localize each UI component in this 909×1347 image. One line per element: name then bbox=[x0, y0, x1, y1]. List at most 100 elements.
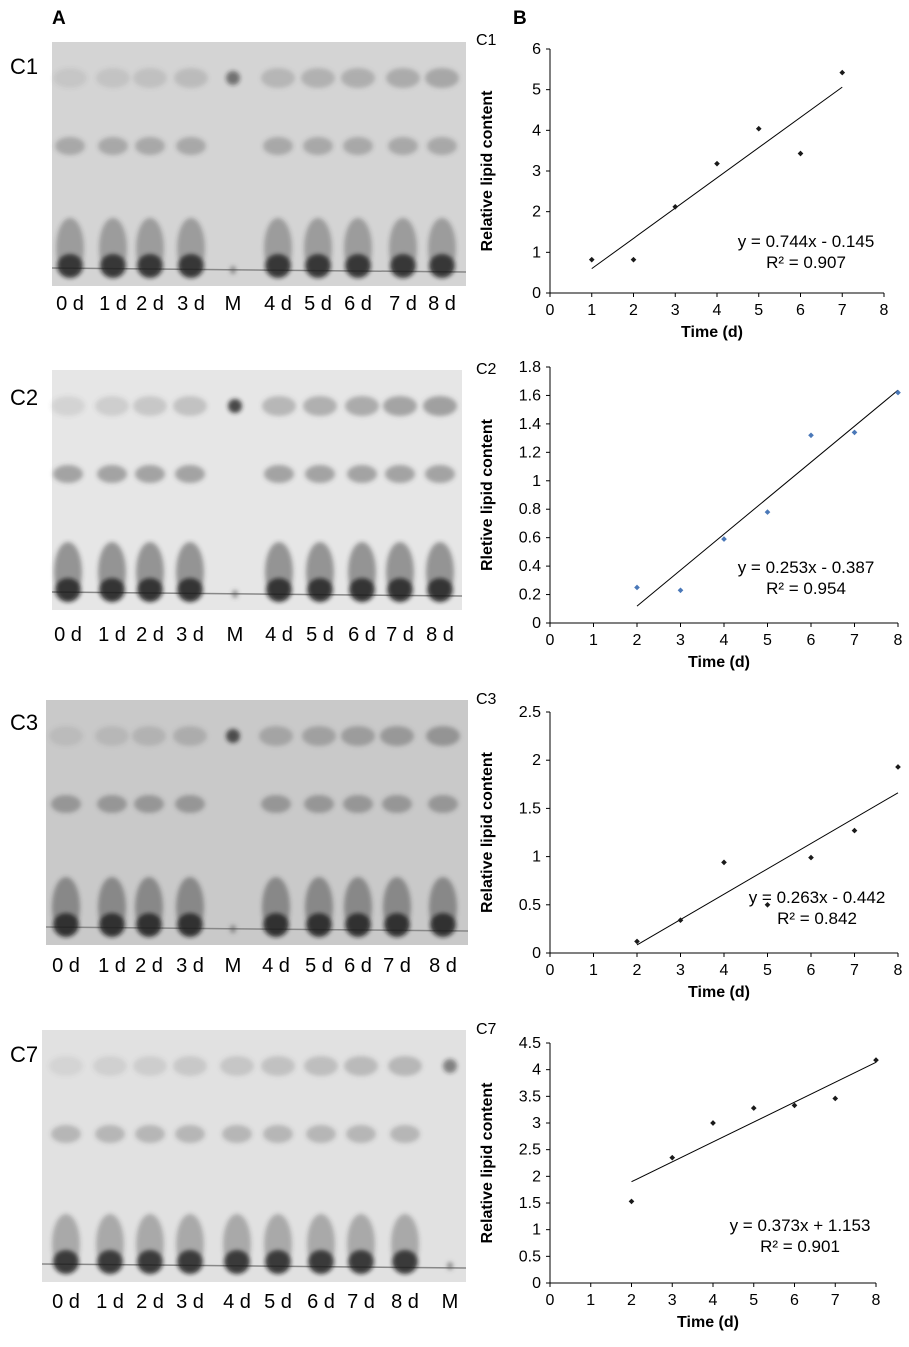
lane-label: 8 d bbox=[429, 955, 457, 977]
y-axis-title: Relative lipid content bbox=[479, 751, 496, 913]
lane-label: 0 d bbox=[52, 1291, 80, 1313]
y-tick-label: 0 bbox=[532, 945, 541, 962]
y-tick-label: 0.5 bbox=[519, 897, 541, 914]
x-tick-label: 2 bbox=[633, 632, 642, 649]
x-tick-label: 0 bbox=[546, 632, 555, 649]
x-tick-label: 5 bbox=[754, 302, 763, 319]
x-tick-label: 5 bbox=[763, 632, 772, 649]
x-tick-label: 1 bbox=[586, 1292, 595, 1309]
lane-label: 2 d bbox=[135, 955, 163, 977]
lane-label: 6 d bbox=[344, 955, 372, 977]
lane-label: 1 d bbox=[98, 624, 126, 646]
data-point bbox=[710, 1120, 716, 1126]
lane-label: 7 d bbox=[386, 624, 414, 646]
panel-a-label: A bbox=[52, 8, 66, 29]
x-tick-label: 3 bbox=[668, 1292, 677, 1309]
r-squared: R² = 0.954 bbox=[766, 579, 846, 598]
y-tick-label: 2 bbox=[532, 1168, 541, 1185]
y-tick-label: 0 bbox=[532, 615, 541, 632]
data-point bbox=[634, 938, 640, 945]
r-squared: R² = 0.907 bbox=[766, 253, 846, 272]
data-point bbox=[677, 917, 684, 924]
lane-label: 5 d bbox=[305, 955, 333, 977]
tlc-plate-c3: C3 0 d 1 d 2 d 3 d M 4 d 5 d 6 d 7 d 8 d bbox=[10, 700, 469, 977]
x-tick-label: 4 bbox=[713, 302, 722, 319]
y-tick-label: 1 bbox=[532, 849, 541, 866]
y-tick-label: 0.5 bbox=[519, 1248, 541, 1265]
data-point bbox=[764, 509, 771, 515]
plate-spots bbox=[51, 396, 457, 602]
lane-label: 8 d bbox=[391, 1291, 419, 1313]
x-axis-title: Time (d) bbox=[688, 984, 750, 1001]
lane-label: 1 d bbox=[96, 1291, 124, 1313]
y-tick-label: 0 bbox=[532, 1275, 541, 1292]
lane-label: 4 d bbox=[262, 955, 290, 977]
chart-c7: C7 0 0.5 1 1.5 2 2.5 3 3.5 4 4.5 0 1 2 3 4 5 6 7 8 Time (d) R… bbox=[476, 1021, 881, 1331]
data-point bbox=[721, 536, 727, 542]
x-tick-label: 6 bbox=[807, 632, 816, 649]
data-point bbox=[628, 1198, 635, 1205]
tlc-plate-c7: C7 0 d 1 d 2 d 3 d 4 d 5 d 6 d 7 d 8 d M bbox=[10, 1030, 467, 1313]
data-point bbox=[714, 160, 720, 167]
scatter-charts: C1 0 1 2 3 4 5 6 0 1 2 3 4 5 6 7 8 Time (d) Relative lipid… bbox=[476, 32, 903, 1331]
trendline bbox=[636, 389, 899, 607]
plate-label: C2 bbox=[10, 385, 38, 410]
trendline bbox=[591, 86, 843, 270]
lane-label: 8 d bbox=[426, 624, 454, 646]
x-tick-label: 3 bbox=[676, 962, 685, 979]
x-tick-label: 6 bbox=[796, 302, 805, 319]
plate-spots bbox=[49, 726, 460, 937]
lane-label: 2 d bbox=[136, 1291, 164, 1313]
lane-label: 8 d bbox=[428, 293, 456, 315]
lane-label: 5 d bbox=[306, 624, 334, 646]
x-tick-label: 8 bbox=[880, 302, 889, 319]
data-point bbox=[750, 1105, 757, 1111]
lane-label: M bbox=[225, 955, 242, 977]
y-tick-label: 2.5 bbox=[519, 704, 541, 721]
lane-label: 7 d bbox=[383, 955, 411, 977]
y-tick-label: 4 bbox=[532, 1062, 541, 1079]
chart-label: C7 bbox=[476, 1021, 497, 1038]
lane-label: 6 d bbox=[307, 1291, 335, 1313]
trendline-equation: y = 0.263x - 0.442 bbox=[749, 888, 886, 907]
y-tick-label: 1.4 bbox=[519, 416, 541, 433]
y-tick-label: 1 bbox=[532, 244, 541, 261]
y-tick-label: 0.6 bbox=[519, 530, 541, 547]
data-point bbox=[832, 1095, 839, 1102]
y-tick-label: 1 bbox=[532, 1222, 541, 1239]
x-tick-label: 3 bbox=[676, 632, 685, 649]
y-tick-label: 2.5 bbox=[519, 1142, 541, 1159]
data-point bbox=[895, 764, 901, 770]
tlc-plate-c1: C1 0 d 1 d 2 d 3 d M 4 d 5 d 6 d 7 d 8 d bbox=[10, 42, 467, 315]
x-tick-label: 5 bbox=[749, 1292, 758, 1309]
lane-label: 0 d bbox=[52, 955, 80, 977]
panel-b-label: B bbox=[513, 8, 527, 29]
chart-label: C1 bbox=[476, 32, 497, 49]
x-tick-label: 4 bbox=[720, 632, 729, 649]
plate-spots bbox=[53, 68, 459, 278]
x-tick-label: 2 bbox=[629, 302, 638, 319]
y-tick-label: 3 bbox=[532, 1115, 541, 1132]
y-tick-label: 6 bbox=[532, 41, 541, 58]
data-point bbox=[895, 389, 901, 396]
y-tick-label: 4 bbox=[532, 122, 541, 139]
y-tick-label: 1.6 bbox=[519, 387, 541, 404]
trendline-equation: y = 0.744x - 0.145 bbox=[738, 232, 875, 251]
x-tick-label: 4 bbox=[709, 1292, 718, 1309]
data-point bbox=[851, 827, 858, 834]
trendline-equation: y = 0.373x + 1.153 bbox=[730, 1216, 871, 1235]
x-tick-label: 0 bbox=[546, 302, 555, 319]
lane-label: 3 d bbox=[177, 293, 205, 315]
lane-label: M bbox=[442, 1291, 459, 1313]
chart-c1: C1 0 1 2 3 4 5 6 0 1 2 3 4 5 6 7 8 Time (d) Relative lipid… bbox=[476, 32, 889, 341]
data-point bbox=[634, 584, 640, 591]
x-axis-title: Time (d) bbox=[677, 1314, 739, 1331]
y-tick-label: 1.2 bbox=[519, 444, 541, 461]
trendline bbox=[631, 1061, 877, 1183]
tlc-plates: C1 0 d 1 d 2 d 3 d M 4 d 5 d 6 d 7 d 8 d C2 0 d 1 d 2 … bbox=[10, 42, 469, 1313]
x-tick-label: 7 bbox=[831, 1292, 840, 1309]
x-tick-label: 1 bbox=[589, 962, 598, 979]
data-point bbox=[672, 203, 679, 210]
y-tick-label: 0.4 bbox=[519, 558, 541, 575]
